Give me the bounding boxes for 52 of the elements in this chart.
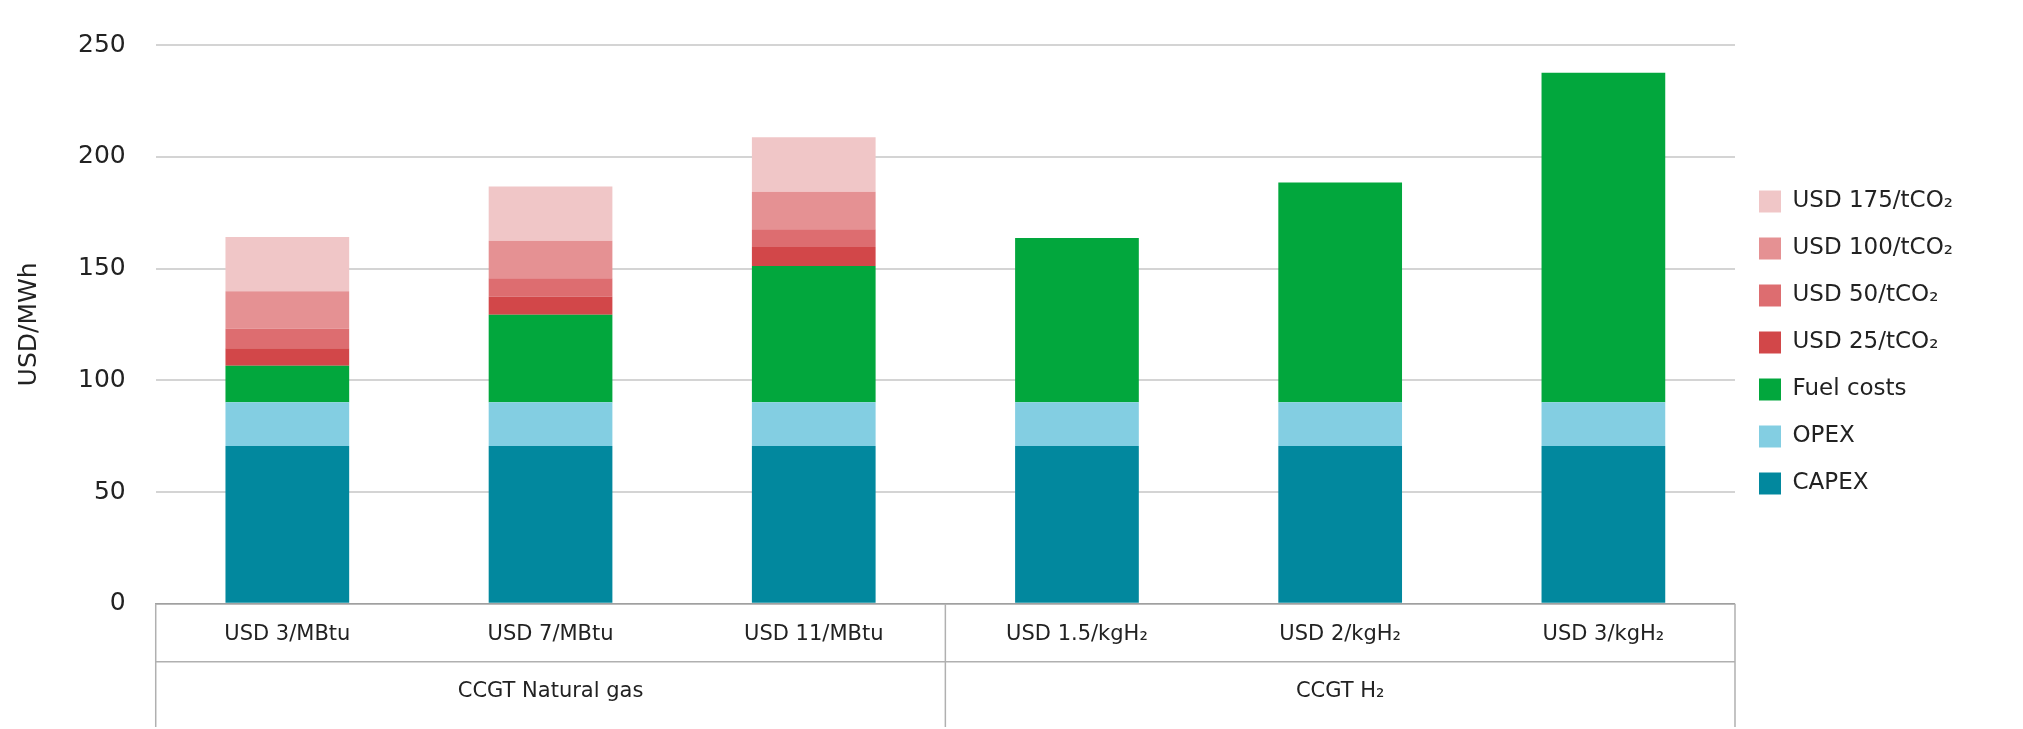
y-tick-label: 200 xyxy=(78,140,126,170)
text: CCGT H₂ xyxy=(1295,678,1385,703)
x-tick-label: USD 3/kgH₂ xyxy=(1542,620,1665,645)
bar xyxy=(225,365,350,403)
bar xyxy=(1278,402,1403,446)
y-tick-label: 0 xyxy=(109,587,126,617)
bar xyxy=(1278,182,1403,403)
bar xyxy=(488,446,613,603)
legend-label: CAPEX xyxy=(1792,468,1869,495)
x-tick-label: USD 2/kgH₂ xyxy=(1279,620,1402,645)
legend-label: Fuel costs xyxy=(1792,374,1907,401)
bar xyxy=(225,446,350,603)
bar xyxy=(751,266,876,403)
y-tick-label: 250 xyxy=(78,28,126,58)
y-tick-label: 50 xyxy=(93,475,126,505)
bar xyxy=(225,348,350,366)
x-tick-label: USD 11/MBtu xyxy=(744,620,884,645)
legend-label: USD 25/tCO₂ xyxy=(1792,327,1939,354)
legend-label: OPEX xyxy=(1792,421,1855,448)
bar xyxy=(488,278,613,297)
bar xyxy=(751,229,876,248)
bar xyxy=(1541,402,1666,446)
x-tick-label: USD 1.5/kgH₂ xyxy=(1006,620,1148,645)
bar xyxy=(488,240,613,279)
bar xyxy=(225,237,350,292)
bar xyxy=(488,314,613,403)
bar xyxy=(751,446,876,603)
bar xyxy=(225,402,350,446)
bar xyxy=(1015,402,1139,446)
bar xyxy=(1278,446,1403,603)
bar xyxy=(751,247,876,267)
legend-label: USD 100/tCO₂ xyxy=(1792,233,1954,260)
y-tick-label: 150 xyxy=(78,252,126,282)
y-axis-title: USD/MWh xyxy=(12,262,42,387)
bar xyxy=(1541,72,1666,403)
bar xyxy=(488,402,613,446)
x-tick-label: USD 3/MBtu xyxy=(224,620,351,645)
bar xyxy=(488,186,613,241)
x-tick-label: USD 7/MBtu xyxy=(487,620,614,645)
bar xyxy=(751,402,876,446)
bar xyxy=(1015,446,1139,603)
y-tick-label: 100 xyxy=(78,363,126,393)
text: CCGT Natural gas xyxy=(457,678,644,703)
bar xyxy=(488,296,613,315)
bar xyxy=(1541,446,1666,603)
bar xyxy=(225,291,350,329)
legend-label: USD 50/tCO₂ xyxy=(1792,280,1939,307)
bar xyxy=(1015,237,1139,403)
bar xyxy=(751,191,876,230)
bar xyxy=(751,137,876,192)
bar xyxy=(225,328,350,349)
legend-label: USD 175/tCO₂ xyxy=(1792,186,1954,213)
